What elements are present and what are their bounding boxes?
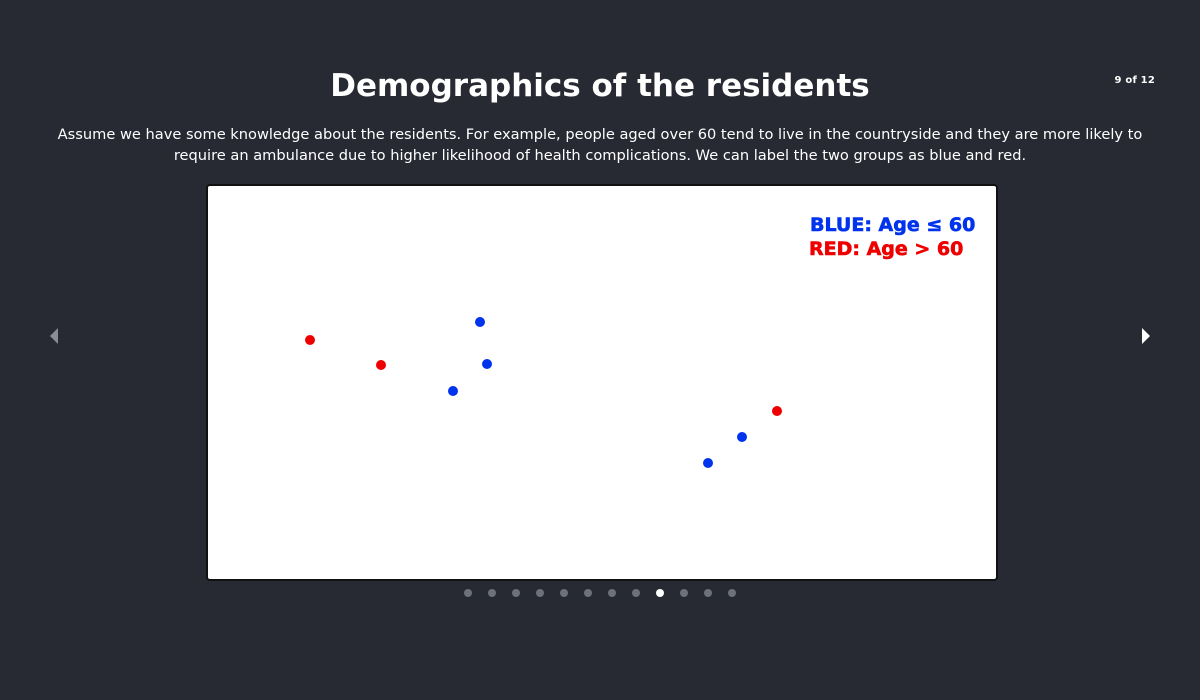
slide-counter: 9 of 12 [1114,75,1155,86]
resident-points [305,317,782,468]
next-slide-button[interactable] [1136,326,1156,346]
resident-scatter-plot: BLUE: Age ≤ 60 RED: Age > 60 [305,214,976,468]
pagination-dot-1[interactable] [464,589,472,597]
pagination-dot-10[interactable] [680,589,688,597]
legend-red-label: RED: Age > 60 [809,238,963,260]
slide-caption: Assume we have some knowledge about the … [57,126,1143,164]
slide-pagination [0,589,1200,597]
resident-point-blue [482,359,492,369]
pagination-dot-2[interactable] [488,589,496,597]
pagination-dot-8[interactable] [632,589,640,597]
pagination-dot-9[interactable] [656,589,664,597]
chevron-left-icon [50,328,58,344]
chevron-right-icon [1142,328,1150,344]
pagination-dot-6[interactable] [584,589,592,597]
resident-point-blue [703,458,713,468]
resident-point-blue [475,317,485,327]
pagination-dot-12[interactable] [728,589,736,597]
pagination-dot-5[interactable] [560,589,568,597]
pagination-dot-11[interactable] [704,589,712,597]
resident-point-blue [448,386,458,396]
resident-point-red [376,360,386,370]
slide-title: Demographics of the residents [330,68,870,104]
pagination-dot-3[interactable] [512,589,520,597]
resident-point-red [772,406,782,416]
resident-point-blue [737,432,747,442]
previous-slide-button[interactable] [44,326,64,346]
pagination-dot-7[interactable] [608,589,616,597]
pagination-dot-4[interactable] [536,589,544,597]
legend-blue-label: BLUE: Age ≤ 60 [810,214,975,236]
slide-figure: BLUE: Age ≤ 60 RED: Age > 60 [206,184,998,581]
resident-point-red [305,335,315,345]
